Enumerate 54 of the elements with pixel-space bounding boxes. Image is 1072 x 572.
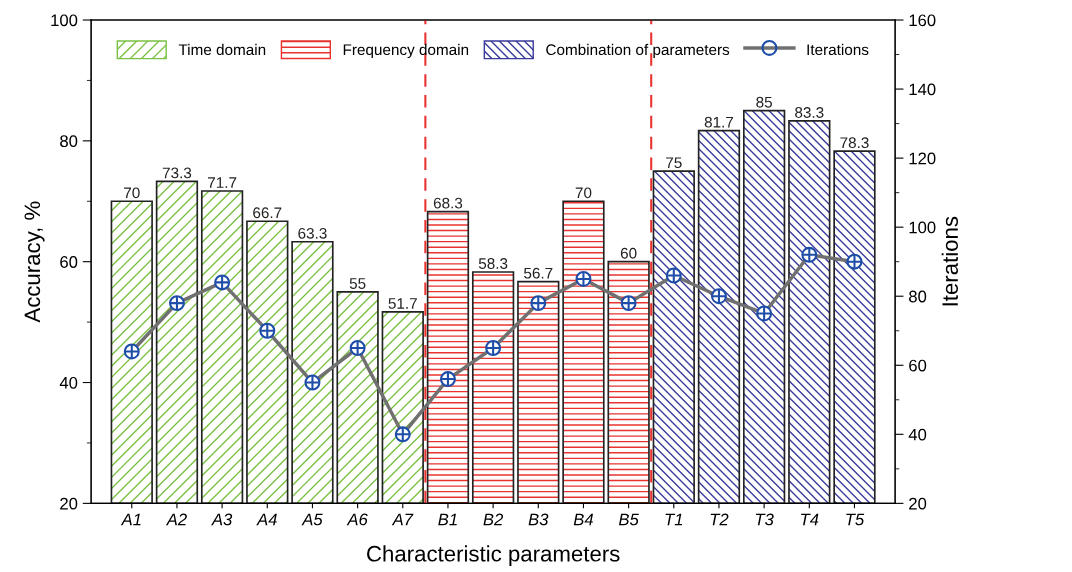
x-tick-label: A3 — [211, 513, 233, 526]
y-tick-label: 20 — [60, 497, 78, 510]
data-label: 85 — [756, 96, 772, 108]
data-label: 68.3 — [433, 197, 463, 209]
y2-tick-label: 20 — [909, 497, 927, 510]
x-tick-label: T5 — [846, 513, 865, 526]
x-tick-label: B1 — [438, 513, 457, 526]
data-label: 73.3 — [162, 167, 192, 179]
data-label: 63.3 — [298, 227, 327, 239]
data-label: 78.3 — [840, 137, 869, 149]
legend-label: Frequency domain — [343, 43, 469, 59]
y-tick-label: 100 — [51, 14, 78, 27]
data-label: 55 — [349, 278, 366, 289]
x-tick-label: B2 — [483, 513, 504, 526]
y-tick-label: 40 — [59, 376, 78, 389]
data-label: 58.3 — [478, 258, 508, 269]
x-tick-label: A7 — [391, 513, 414, 526]
legend-label: Combination of parameters — [546, 43, 730, 59]
y-axis-title: Accuracy, % — [24, 201, 45, 323]
data-label: 66.7 — [253, 207, 282, 219]
data-label: 70 — [124, 187, 140, 199]
y2-tick-label: 80 — [909, 290, 927, 303]
y-tick-label: 60 — [60, 256, 78, 268]
data-label: 51.7 — [388, 298, 417, 309]
data-label: 56.7 — [524, 267, 553, 279]
y2-axis-title: Iterations — [941, 216, 958, 306]
y2-tick-label: 40 — [908, 428, 927, 441]
y2-tick-label: 100 — [909, 221, 936, 234]
y2-tick-label: 120 — [909, 152, 936, 165]
x-tick-label: B4 — [573, 513, 594, 526]
y2-tick-label: 60 — [909, 359, 927, 372]
data-label: 60 — [620, 247, 637, 259]
x-tick-label: T3 — [755, 513, 774, 526]
data-label: 70 — [575, 187, 592, 199]
x-tick-label: A6 — [346, 513, 368, 526]
y2-tick-label: 140 — [909, 83, 936, 96]
x-tick-label: A1 — [120, 513, 141, 526]
x-tick-label: T1 — [665, 513, 683, 526]
data-label: 81.7 — [704, 116, 734, 128]
data-label: 83.3 — [795, 107, 824, 118]
x-tick-label: B3 — [528, 513, 549, 526]
x-tick-label: A2 — [165, 513, 187, 526]
x-tick-label: T2 — [710, 513, 729, 526]
data-label: 75 — [666, 157, 682, 169]
y-tick-label: 80 — [60, 135, 78, 148]
x-tick-label: A5 — [301, 513, 323, 526]
x-axis-title: Characteristic parameters — [367, 545, 620, 566]
legend-label: Iterations — [807, 43, 869, 56]
x-tick-label: B5 — [618, 513, 639, 526]
data-label: 71.7 — [208, 177, 237, 188]
x-tick-label: T4 — [801, 513, 819, 526]
legend-label: Time domain — [178, 43, 266, 56]
y2-tick-label: 160 — [909, 14, 936, 27]
x-tick-label: A4 — [256, 513, 277, 526]
